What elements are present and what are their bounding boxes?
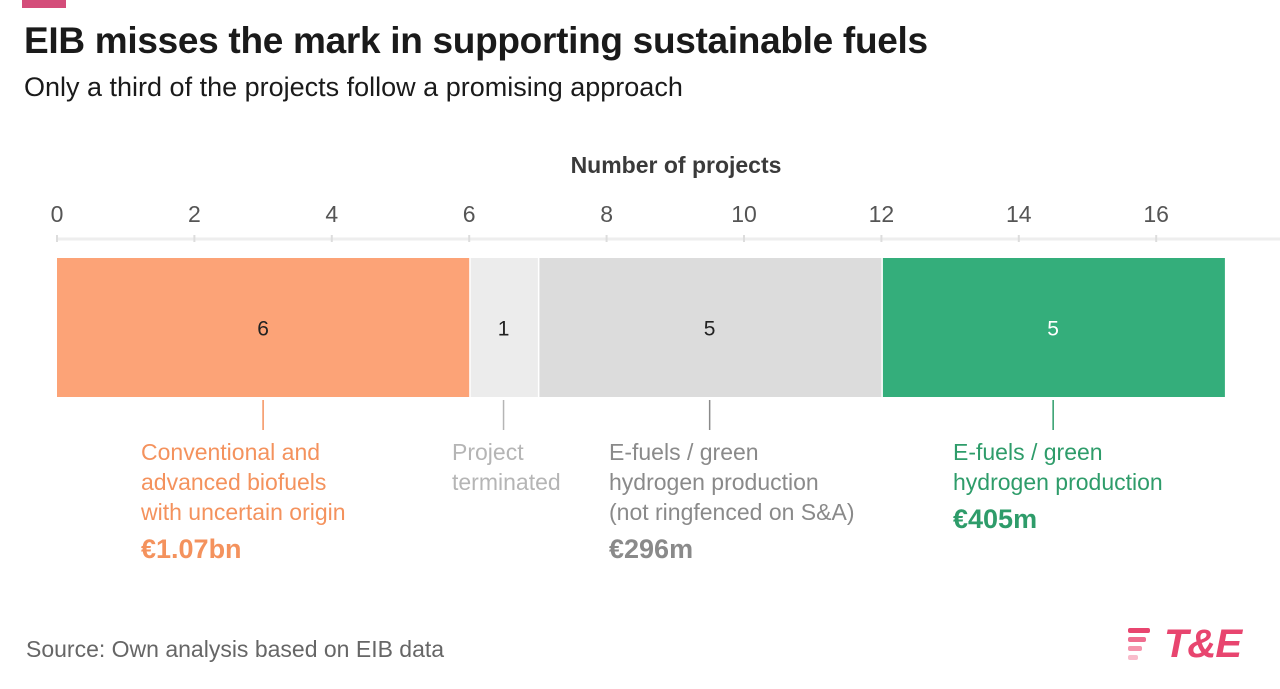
amount-label: €1.07bn	[141, 534, 242, 564]
logo-text: T&E	[1164, 622, 1242, 666]
category-label: with uncertain origin	[140, 499, 346, 525]
tick-label: 16	[1143, 201, 1169, 227]
bar-segment	[539, 258, 882, 397]
category-label: (not ringfenced on S&A)	[609, 499, 854, 525]
tick-label: 12	[869, 201, 895, 227]
category-label: Conventional and	[141, 439, 320, 465]
brand-logo: T&E	[1128, 622, 1260, 666]
data-label: 5	[1047, 318, 1059, 341]
source-note: Source: Own analysis based on EIB data	[26, 636, 445, 662]
amount-label: €296m	[609, 534, 693, 564]
tick-label: 10	[731, 201, 757, 227]
tick-label: 2	[188, 201, 201, 227]
data-label: 1	[498, 318, 510, 341]
tick-label: 14	[1006, 201, 1032, 227]
data-label: 5	[704, 318, 716, 341]
tick-label: 0	[51, 201, 64, 227]
category-label: Project	[452, 439, 524, 465]
stripes-icon	[1128, 628, 1158, 660]
bar-segment	[882, 258, 1225, 397]
chart-title: EIB misses the mark in supporting sustai…	[24, 20, 928, 61]
category-label: hydrogen production	[609, 469, 819, 495]
tick-label: 6	[463, 201, 476, 227]
category-label: E-fuels / green	[953, 439, 1103, 465]
tick-label: 8	[600, 201, 613, 227]
data-label: 6	[257, 318, 269, 341]
accent-tab	[22, 0, 66, 8]
stacked-bar-chart: Number of projects 0 2 4 6 8 10 12 14 16 6 Conventi…	[51, 152, 1280, 564]
category-label: advanced biofuels	[141, 469, 326, 495]
chart-subtitle: Only a third of the projects follow a pr…	[24, 72, 683, 102]
category-label: E-fuels / green	[609, 439, 759, 465]
tick-label: 4	[325, 201, 338, 227]
amount-label: €405m	[953, 504, 1037, 534]
bar-segment	[470, 258, 538, 397]
category-label: hydrogen production	[953, 469, 1163, 495]
axis-title: Number of projects	[571, 152, 782, 178]
bar-segment	[57, 258, 470, 397]
category-label: terminated	[452, 469, 561, 495]
